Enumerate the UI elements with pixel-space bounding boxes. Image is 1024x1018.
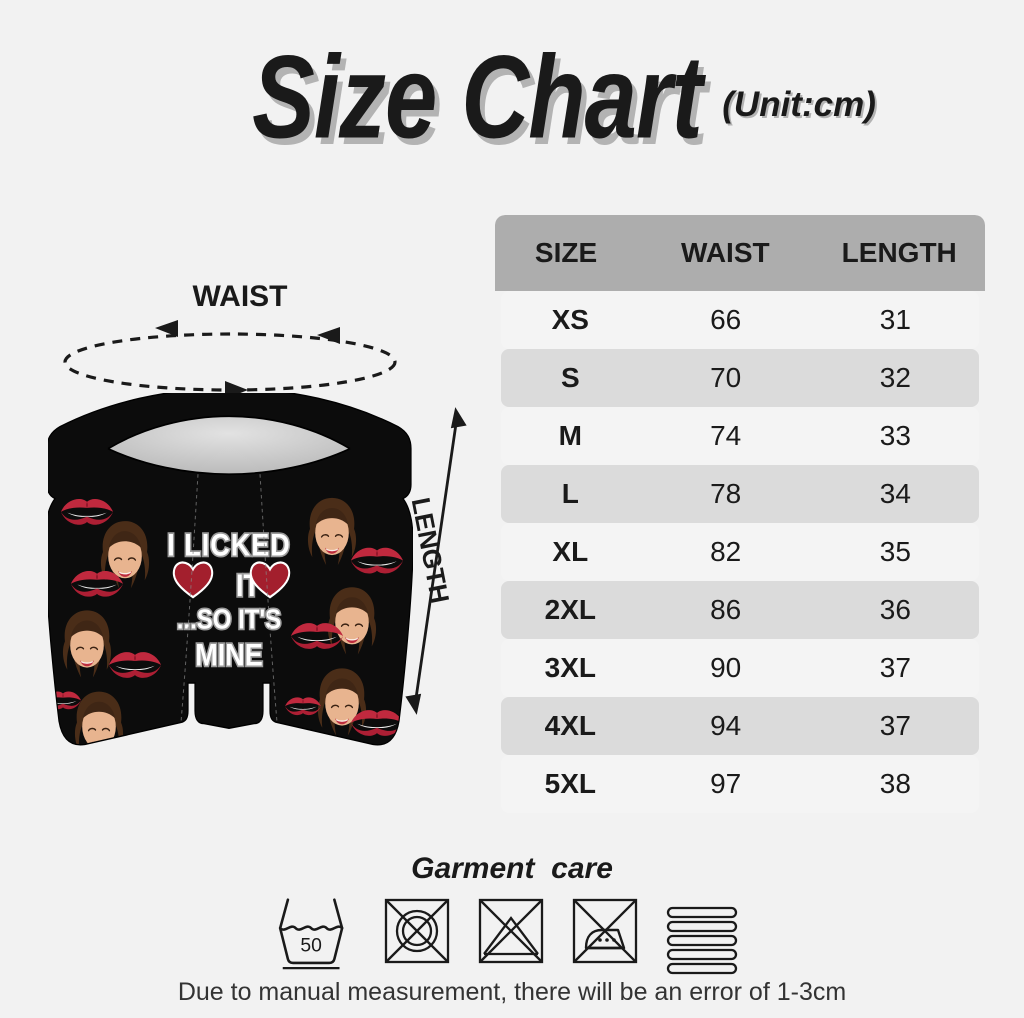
svg-text:...SO IT'S: ...SO IT'S	[177, 603, 281, 635]
svg-text:50: 50	[300, 934, 322, 956]
svg-text:I LICKED: I LICKED	[167, 529, 290, 563]
svg-text:MINE: MINE	[195, 639, 262, 673]
